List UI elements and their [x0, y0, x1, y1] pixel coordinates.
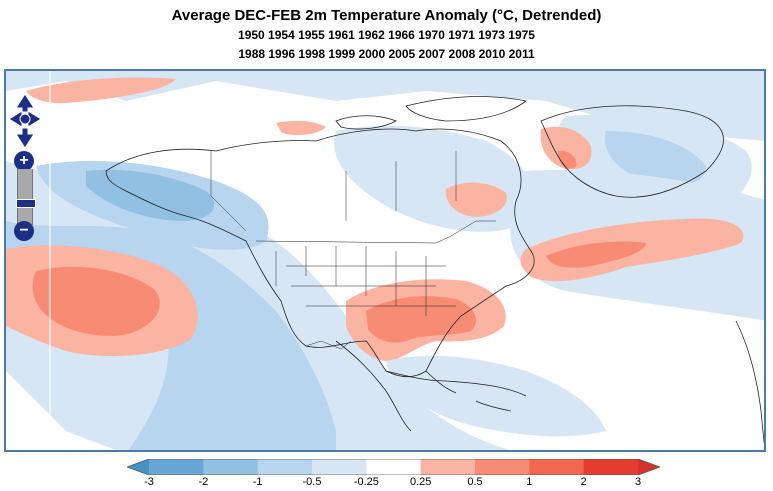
legend-tick-label: -0.25 [353, 476, 379, 488]
zoom-in-button[interactable]: + [14, 151, 34, 171]
anomaly-shading [6, 71, 764, 450]
legend-tick-label: -2 [198, 476, 209, 488]
arrow-up-icon[interactable] [15, 93, 35, 113]
legend-swatch [257, 459, 313, 475]
legend-swatch [149, 459, 204, 475]
legend-swatch [529, 459, 585, 475]
legend-tick-label: 2 [580, 476, 587, 488]
coastlines [105, 96, 764, 445]
map-panel[interactable] [4, 69, 766, 452]
pan-control[interactable] [8, 92, 42, 150]
legend-tick-label: -3 [144, 476, 154, 488]
arrow-down-icon[interactable] [15, 127, 35, 149]
legend-extend-high [638, 459, 660, 475]
map-title: Average DEC-FEB 2m Temperature Anomaly (… [171, 7, 602, 24]
legend-swatch [312, 459, 367, 475]
anomaly-map[interactable] [6, 71, 766, 452]
legend-tick-label: 0.5 [467, 476, 483, 488]
color-legend: -3 -2 -1 -0.5 -0.25 0.25 0.5 1 2 3 [127, 456, 660, 491]
legend-tick-label: -1 [252, 476, 263, 488]
legend-swatch [475, 459, 530, 475]
zoom-out-button[interactable]: − [14, 221, 34, 241]
legend-tick-label: 0.25 [409, 476, 432, 488]
country-borders [210, 151, 496, 350]
zoom-control[interactable]: + − [14, 151, 36, 241]
years-line-1: 1950 1954 1955 1961 1962 1966 1970 1971 … [238, 28, 535, 42]
legend-extend-low [127, 459, 149, 475]
legend-swatch [366, 459, 422, 475]
legend-swatch [420, 459, 476, 475]
zoom-slider-track[interactable] [16, 169, 36, 225]
legend-tick-label: -0.5 [302, 476, 322, 488]
legend-swatch [583, 459, 639, 475]
zoom-slider-handle[interactable] [16, 199, 36, 208]
legend-tick-label: 1 [526, 476, 533, 488]
years-line-2: 1988 1996 1998 1999 2000 2005 2007 2008 … [238, 47, 535, 61]
map-title-block: Average DEC-FEB 2m Temperature Anomaly (… [0, 6, 773, 64]
legend-swatch [203, 459, 259, 475]
legend-color-bar [127, 459, 660, 475]
legend-tick-label: 3 [634, 476, 642, 488]
